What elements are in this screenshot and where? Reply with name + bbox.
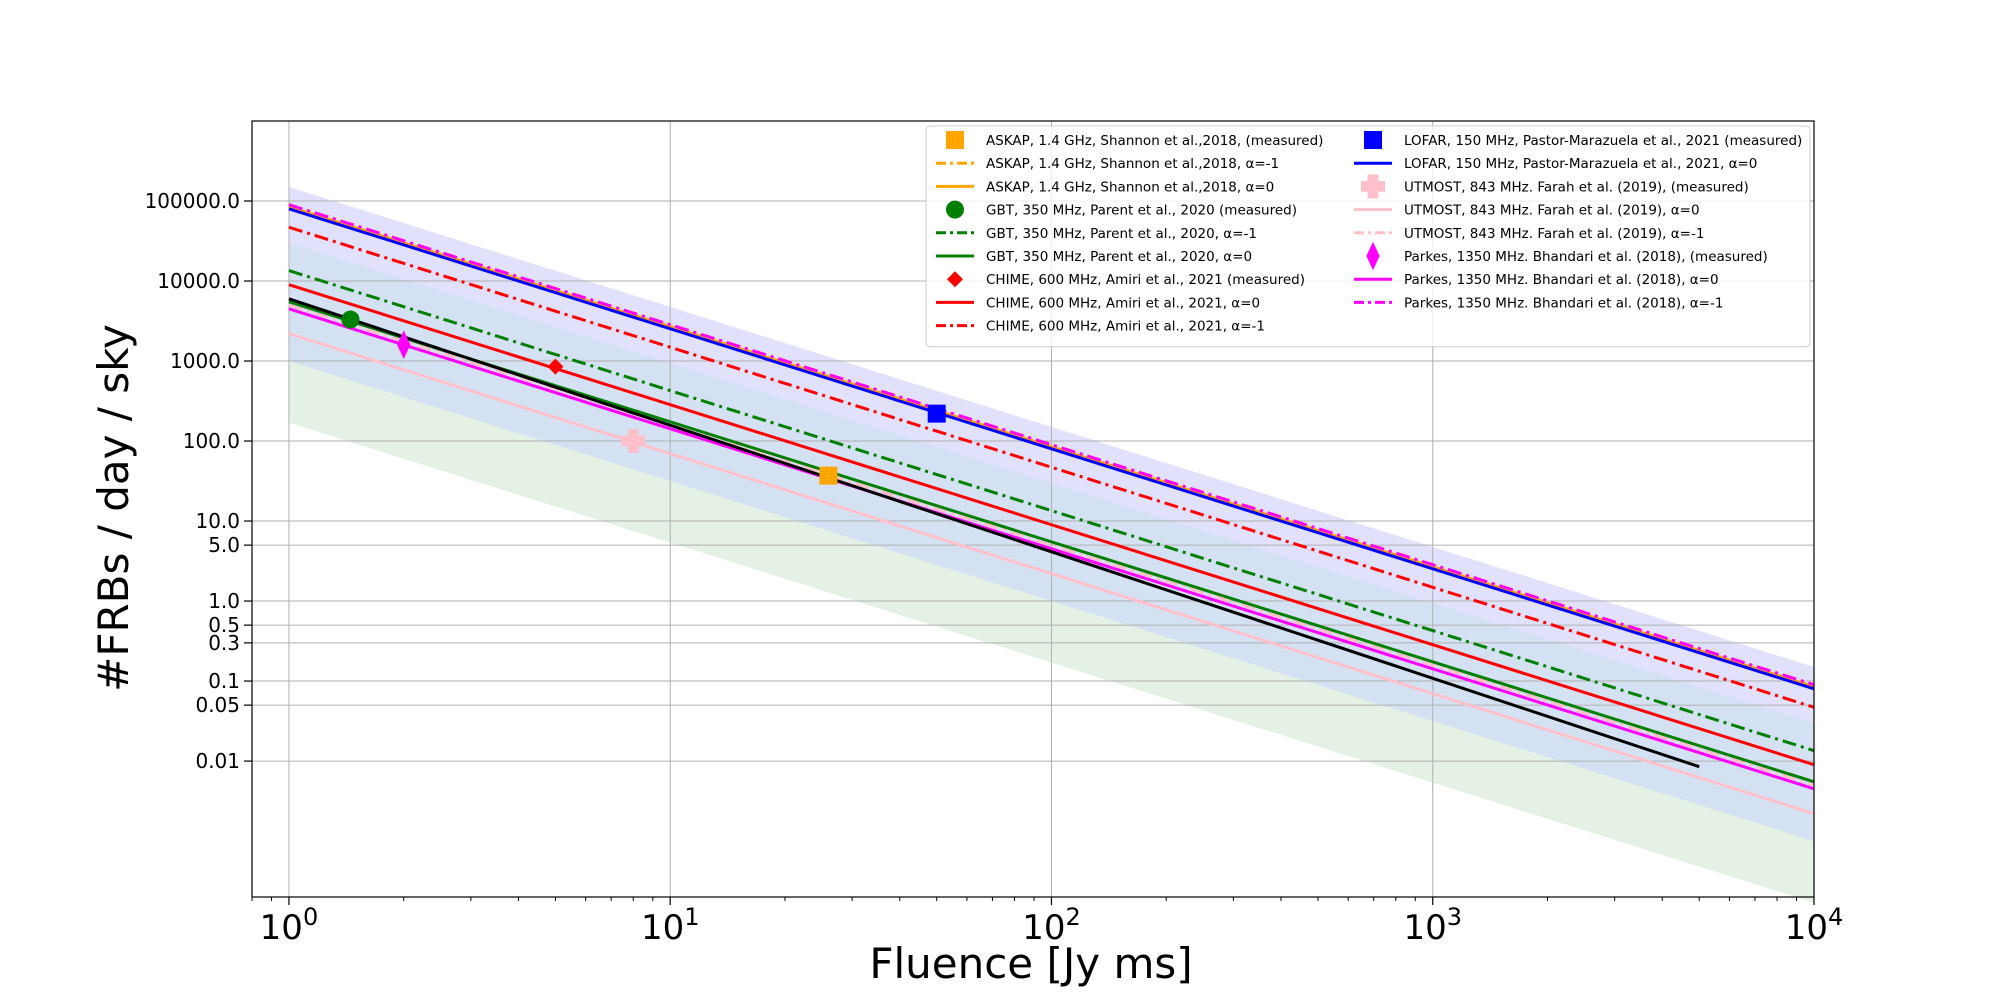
square-marker (1364, 131, 1382, 149)
y-tick-label: 10000.0 (157, 269, 240, 293)
legend-label: UTMOST, 843 MHz. Farah et al. (2019), α=… (1404, 203, 1700, 219)
y-tick-label: 100.0 (183, 429, 240, 453)
legend-label: CHIME, 600 MHz, Amiri et al., 2021, α=-1 (986, 319, 1265, 335)
series-line (288, 307, 1815, 791)
circle-marker (946, 200, 964, 219)
series-line (288, 225, 1815, 709)
x-axis-label: Fluence [Jy ms] (869, 939, 1192, 988)
legend-entry: Parkes, 1350 MHz. Bhandari et al. (2018)… (1366, 241, 1768, 271)
y-tick-label: 100000.0 (145, 189, 240, 213)
axis-ticks (244, 200, 1815, 905)
legend-label: GBT, 350 MHz, Parent et al., 2020 (measu… (986, 203, 1297, 219)
legend-entry: Parkes, 1350 MHz. Bhandari et al. (2018)… (1354, 295, 1723, 311)
legend-label: ASKAP, 1.4 GHz, Shannon et al.,2018, (me… (986, 133, 1323, 149)
legend-entry: ASKAP, 1.4 GHz, Shannon et al.,2018, α=0 (936, 179, 1274, 195)
square-marker (819, 466, 838, 485)
legend-label: LOFAR, 150 MHz, Pastor-Marazuela et al.,… (1404, 133, 1802, 149)
square-marker (946, 131, 964, 149)
x-tick-label: 104 (1785, 903, 1844, 948)
legend-entry: UTMOST, 843 MHz. Farah et al. (2019), α=… (1354, 226, 1704, 242)
y-tick-labels: 100000.010000.01000.0100.010.05.01.00.50… (145, 189, 240, 773)
legend-label: CHIME, 600 MHz, Amiri et al., 2021 (meas… (986, 272, 1305, 288)
diamond-marker (947, 271, 963, 288)
legend-label: GBT, 350 MHz, Parent et al., 2020, α=0 (986, 249, 1252, 265)
thin-diamond-marker (397, 330, 411, 359)
legend-entry: ASKAP, 1.4 GHz, Shannon et al.,2018, α=-… (936, 156, 1279, 172)
square-marker (927, 404, 946, 423)
thin-diamond-marker (1366, 241, 1380, 271)
y-tick-label: 1000.0 (170, 349, 240, 373)
legend-entry: CHIME, 600 MHz, Amiri et al., 2021 (meas… (947, 271, 1305, 288)
series-line (288, 269, 1815, 753)
legend-label: Parkes, 1350 MHz. Bhandari et al. (2018)… (1404, 249, 1768, 265)
legend-entry: UTMOST, 843 MHz. Farah et al. (2019), α=… (1354, 203, 1700, 219)
y-tick-label: 0.01 (195, 749, 240, 773)
legend-label: CHIME, 600 MHz, Amiri et al., 2021, α=0 (986, 295, 1260, 311)
axes-frame (251, 120, 1815, 898)
y-tick-label: 0.5 (208, 613, 240, 637)
x-tick-label: 102 (1022, 903, 1081, 948)
legend-label: LOFAR, 150 MHz, Pastor-Marazuela et al.,… (1404, 156, 1757, 172)
plus-marker (1361, 174, 1385, 199)
series-line (288, 332, 1815, 816)
series-line (288, 205, 1815, 689)
legend-entry: ASKAP, 1.4 GHz, Shannon et al.,2018, (me… (946, 131, 1323, 149)
legend-entry: GBT, 350 MHz, Parent et al., 2020 (measu… (946, 200, 1297, 219)
legend: ASKAP, 1.4 GHz, Shannon et al.,2018, (me… (925, 125, 1811, 348)
legend-label: GBT, 350 MHz, Parent et al., 2020, α=-1 (986, 226, 1257, 242)
series-line (288, 303, 1815, 787)
circle-marker (341, 310, 360, 329)
y-axis-label: #FRBs / day / sky (89, 324, 138, 692)
legend-entry: GBT, 350 MHz, Parent et al., 2020, α=-1 (936, 226, 1257, 242)
y-tick-label: 0.05 (195, 693, 240, 717)
legend-entry: CHIME, 600 MHz, Amiri et al., 2021, α=-1 (936, 319, 1265, 335)
y-tick-label: 10.0 (195, 509, 240, 533)
legend-entry: LOFAR, 150 MHz, Pastor-Marazuela et al.,… (1364, 131, 1802, 149)
legend-entry: CHIME, 600 MHz, Amiri et al., 2021, α=0 (936, 295, 1260, 311)
x-tick-label: 100 (260, 903, 319, 948)
legend-box (925, 125, 1811, 348)
legend-label: UTMOST, 843 MHz. Farah et al. (2019), α=… (1404, 226, 1704, 242)
y-tick-label: 1.0 (208, 589, 240, 613)
series-line (288, 203, 1815, 687)
y-tick-label: 0.1 (208, 669, 240, 693)
legend-entry: GBT, 350 MHz, Parent et al., 2020, α=0 (936, 249, 1252, 265)
legend-entry: Parkes, 1350 MHz. Bhandari et al. (2018)… (1354, 272, 1719, 288)
legend-label: UTMOST, 843 MHz. Farah et al. (2019), (m… (1404, 179, 1749, 195)
series-lines (288, 203, 1815, 816)
series-line (288, 207, 1815, 691)
legend-label: Parkes, 1350 MHz. Bhandari et al. (2018)… (1404, 295, 1723, 311)
legend-label: ASKAP, 1.4 GHz, Shannon et al.,2018, α=-… (986, 156, 1279, 172)
legend-label: Parkes, 1350 MHz. Bhandari et al. (2018)… (1404, 272, 1719, 288)
series-line (288, 297, 1700, 769)
series-line (288, 283, 1815, 767)
x-tick-label: 103 (1403, 903, 1462, 948)
y-tick-label: 0.3 (208, 631, 240, 655)
series-markers (341, 310, 946, 485)
x-tick-labels: 100 101 102 103 104 (260, 903, 1844, 948)
legend-entry: LOFAR, 150 MHz, Pastor-Marazuela et al.,… (1354, 156, 1757, 172)
plus-marker (621, 429, 646, 454)
legend-label: ASKAP, 1.4 GHz, Shannon et al.,2018, α=0 (986, 179, 1274, 195)
x-tick-label: 101 (641, 903, 700, 948)
y-tick-label: 5.0 (208, 533, 240, 557)
legend-entry: UTMOST, 843 MHz. Farah et al. (2019), (m… (1361, 174, 1749, 199)
diamond-marker (547, 358, 564, 375)
